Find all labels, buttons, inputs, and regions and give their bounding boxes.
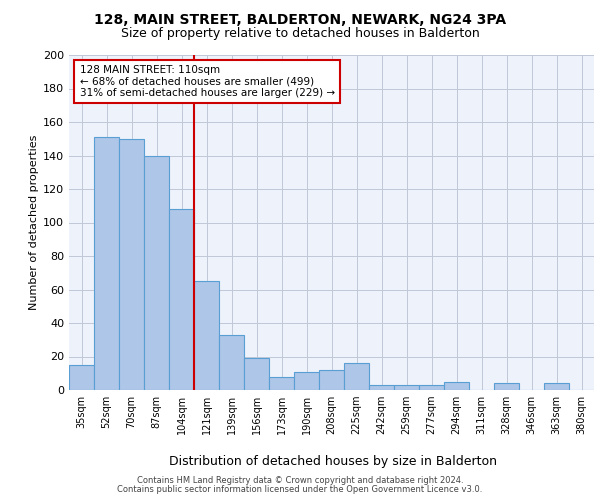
Bar <box>94 137 119 390</box>
Text: Size of property relative to detached houses in Balderton: Size of property relative to detached ho… <box>121 28 479 40</box>
Bar <box>369 385 394 390</box>
Y-axis label: Number of detached properties: Number of detached properties <box>29 135 39 310</box>
Bar <box>219 334 244 390</box>
Bar <box>419 385 444 390</box>
Bar <box>244 358 269 390</box>
Bar <box>69 365 94 390</box>
Bar <box>119 138 144 390</box>
Bar <box>344 363 369 390</box>
Bar <box>494 384 519 390</box>
Bar <box>194 281 219 390</box>
Bar <box>269 376 294 390</box>
Bar <box>544 384 569 390</box>
Bar <box>144 156 169 390</box>
Bar <box>319 370 344 390</box>
Text: Distribution of detached houses by size in Balderton: Distribution of detached houses by size … <box>169 454 497 468</box>
Bar <box>294 372 319 390</box>
Text: Contains public sector information licensed under the Open Government Licence v3: Contains public sector information licen… <box>118 485 482 494</box>
Text: Contains HM Land Registry data © Crown copyright and database right 2024.: Contains HM Land Registry data © Crown c… <box>137 476 463 485</box>
Bar <box>394 385 419 390</box>
Bar <box>444 382 469 390</box>
Text: 128, MAIN STREET, BALDERTON, NEWARK, NG24 3PA: 128, MAIN STREET, BALDERTON, NEWARK, NG2… <box>94 12 506 26</box>
Bar <box>169 209 194 390</box>
Text: 128 MAIN STREET: 110sqm
← 68% of detached houses are smaller (499)
31% of semi-d: 128 MAIN STREET: 110sqm ← 68% of detache… <box>79 65 335 98</box>
